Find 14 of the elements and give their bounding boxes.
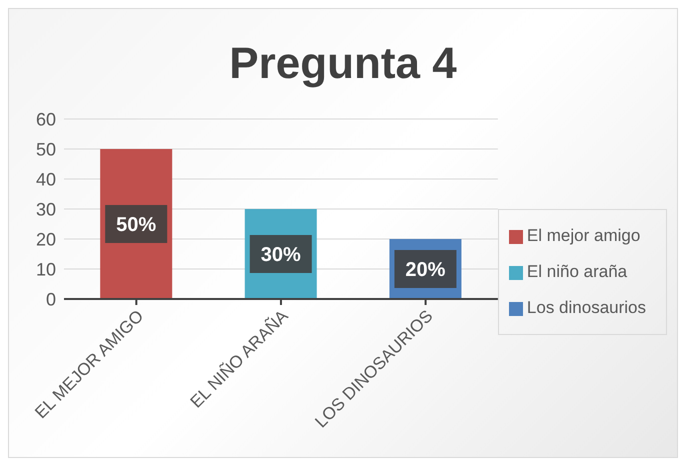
data-label: 50%	[116, 214, 156, 236]
y-tick-label: 60	[36, 109, 56, 130]
legend-label: Los dinosaurios	[526, 298, 646, 317]
y-tick-label: 30	[36, 199, 56, 220]
data-label: 20%	[405, 259, 446, 281]
chart-title: Pregunta 4	[228, 39, 458, 89]
legend-label: El mejor amigo	[526, 226, 640, 245]
legend-label: El niño araña	[526, 262, 628, 281]
y-tick-label: 40	[36, 169, 56, 190]
y-tick-label: 20	[36, 229, 56, 250]
y-tick-label: 10	[36, 259, 56, 280]
y-tick-label: 0	[46, 289, 56, 310]
data-label: 30%	[260, 244, 302, 266]
y-tick-label: 50	[36, 139, 56, 160]
